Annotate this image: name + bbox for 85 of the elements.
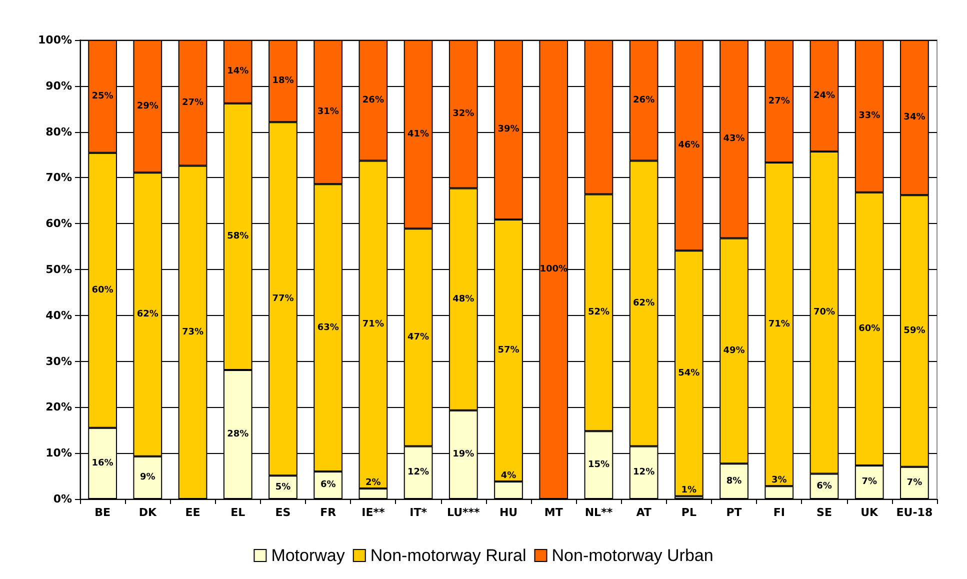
- data-label: 3%: [771, 476, 787, 486]
- data-label: 7%: [906, 478, 922, 488]
- y-tick-label: 20%: [46, 400, 72, 414]
- data-label: 41%: [408, 129, 430, 140]
- x-tick-label: DK: [138, 506, 157, 519]
- x-tick-label: IE**: [362, 506, 385, 519]
- data-label: 71%: [768, 319, 790, 330]
- x-tick-label: EE: [185, 506, 200, 519]
- y-tick-label: 60%: [46, 217, 72, 230]
- data-label: 5%: [275, 482, 291, 492]
- data-label: 63%: [317, 322, 339, 333]
- data-label: 33%: [858, 111, 880, 122]
- data-label: 54%: [678, 368, 700, 378]
- x-tick-label: EU-18: [896, 506, 933, 519]
- data-label: 26%: [633, 95, 655, 106]
- data-label: 8%: [726, 476, 742, 486]
- data-label: 27%: [768, 96, 790, 106]
- y-tick-label: 90%: [46, 79, 72, 92]
- data-label: 59%: [904, 326, 926, 336]
- data-label: 57%: [498, 346, 520, 356]
- x-tick-label: IT*: [410, 506, 428, 519]
- x-tick-label: LU***: [446, 506, 480, 519]
- data-label: 29%: [136, 101, 158, 112]
- data-label: 6%: [816, 481, 832, 492]
- legend-label: Non-motorway Urban: [552, 546, 714, 565]
- x-tick-label: HU: [499, 506, 518, 519]
- data-label: 4%: [500, 471, 516, 482]
- data-label: 52%: [588, 308, 610, 318]
- data-label: 73%: [182, 327, 204, 338]
- legend-label: Non-motorway Rural: [370, 546, 526, 565]
- data-label: 12%: [633, 468, 655, 478]
- data-label: 18%: [272, 76, 294, 86]
- data-label: 39%: [498, 124, 520, 135]
- data-label: 47%: [408, 332, 430, 342]
- data-label: 9%: [140, 472, 156, 483]
- data-label: 43%: [723, 134, 745, 144]
- data-label: 7%: [862, 477, 877, 488]
- data-label: 25%: [92, 91, 114, 102]
- data-label: 60%: [858, 324, 880, 334]
- data-label: 48%: [452, 294, 474, 304]
- data-label: 60%: [92, 285, 114, 296]
- x-tick-label: AT: [636, 506, 652, 519]
- x-tick-label: UK: [860, 506, 879, 519]
- data-label: 70%: [813, 308, 836, 318]
- data-label: 14%: [227, 66, 249, 77]
- x-tick-label: PL: [681, 506, 696, 519]
- data-label: 28%: [227, 430, 249, 440]
- x-tick-label: NL**: [584, 506, 613, 519]
- data-label: 46%: [678, 140, 700, 150]
- y-tick-label: 50%: [46, 263, 72, 276]
- x-tick-label: BE: [94, 506, 111, 519]
- x-tick-label: FR: [320, 506, 337, 519]
- data-label: 62%: [136, 309, 158, 320]
- y-tick-label: 80%: [46, 125, 72, 138]
- data-label: 1%: [681, 486, 697, 496]
- y-tick-label: 100%: [38, 34, 72, 46]
- data-label: 31%: [317, 107, 339, 118]
- data-label: 49%: [723, 346, 745, 356]
- data-label: 32%: [452, 109, 474, 120]
- data-label: 24%: [813, 90, 836, 101]
- data-label: 2%: [366, 478, 381, 488]
- data-label: 27%: [182, 98, 204, 108]
- data-label: 26%: [362, 95, 384, 106]
- x-tick-label: PT: [726, 506, 742, 519]
- data-label: 15%: [588, 460, 610, 470]
- x-tick-label: MT: [544, 506, 564, 519]
- data-label: 12%: [408, 468, 430, 478]
- data-label: 16%: [92, 458, 114, 468]
- data-label: 6%: [320, 480, 336, 490]
- x-tick-label: EL: [230, 506, 246, 519]
- data-label: 62%: [633, 298, 655, 308]
- data-label: 19%: [452, 450, 474, 460]
- y-tick-label: 70%: [46, 171, 72, 184]
- data-label: 34%: [904, 112, 926, 123]
- y-tick-label: 0%: [53, 492, 72, 506]
- y-tick-label: 10%: [46, 446, 72, 460]
- data-label: 58%: [227, 232, 249, 242]
- x-tick-label: ES: [275, 506, 291, 519]
- y-tick-label: 30%: [46, 354, 72, 368]
- x-tick-label: FI: [773, 506, 785, 519]
- data-label: 77%: [272, 294, 294, 304]
- y-tick-label: 40%: [46, 308, 72, 322]
- data-label: 71%: [362, 320, 384, 330]
- x-tick-label: SE: [816, 506, 832, 519]
- legend-label: Motorway: [271, 546, 346, 565]
